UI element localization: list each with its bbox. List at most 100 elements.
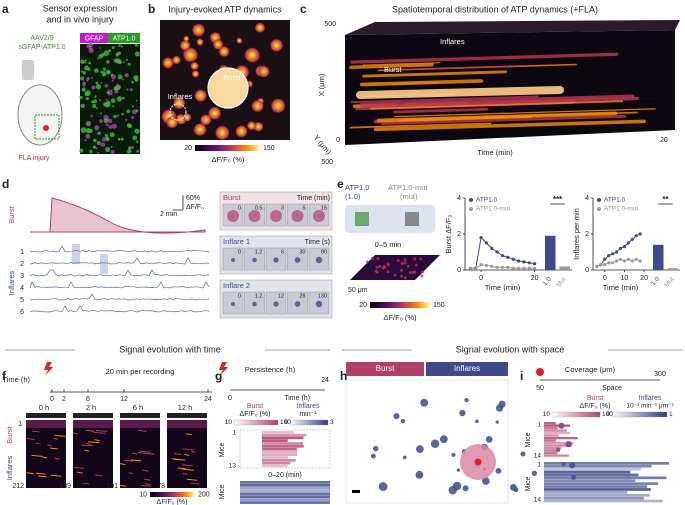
heatmap-streak xyxy=(123,459,134,462)
injury-center xyxy=(536,368,544,376)
cell xyxy=(135,109,139,113)
cell xyxy=(120,137,124,141)
label: Persistence (h) xyxy=(245,365,296,374)
cell xyxy=(130,145,135,149)
label: Inflares xyxy=(168,92,193,101)
cell xyxy=(94,125,100,131)
surface-spot xyxy=(375,265,379,269)
series-point xyxy=(626,257,630,261)
cell xyxy=(84,61,87,64)
heatmap-streak xyxy=(183,468,194,471)
label: Burst xyxy=(5,425,14,443)
frame-signal xyxy=(227,210,239,222)
cell xyxy=(118,44,122,47)
heatmap-row xyxy=(262,439,288,442)
cell xyxy=(80,59,85,64)
surface-spot xyxy=(408,270,412,274)
series-point xyxy=(490,246,494,250)
legend-label: ATP1.0-mut xyxy=(476,206,510,213)
cell xyxy=(94,96,97,99)
label: 10 xyxy=(139,491,147,498)
heatmap-streak xyxy=(35,442,41,445)
heatmap-streak xyxy=(184,453,190,456)
frame-signal xyxy=(315,300,323,308)
heatmap-row xyxy=(544,434,559,437)
label: Mice xyxy=(219,443,226,458)
heatmap-streak xyxy=(128,472,133,475)
label: 0–5 min xyxy=(375,240,402,249)
colorbar xyxy=(233,419,279,426)
trace-streak xyxy=(393,107,489,114)
label: X (μm) xyxy=(317,73,326,96)
label: FLA injury xyxy=(18,155,50,162)
label: 24 xyxy=(204,396,212,403)
surface-spot xyxy=(400,268,404,272)
label: (1.0) xyxy=(345,192,361,201)
cell xyxy=(117,138,121,141)
cell xyxy=(80,103,85,109)
cell xyxy=(125,58,128,61)
label: Inflare 2 xyxy=(223,281,250,290)
hotspot xyxy=(251,99,265,113)
heatmap xyxy=(240,481,330,504)
trace-streak xyxy=(360,96,639,109)
panel-label: f xyxy=(2,369,7,383)
trace-streak xyxy=(359,94,635,107)
heatmap-streak xyxy=(50,474,62,477)
hotspot xyxy=(182,47,199,63)
heatmap-streak xyxy=(31,454,43,457)
cell xyxy=(126,88,129,91)
label: 78 xyxy=(157,483,165,490)
cell xyxy=(94,68,99,73)
label: 1 xyxy=(18,421,22,428)
frame-signal xyxy=(313,210,325,222)
sensor-icon xyxy=(355,212,369,226)
label: Y (μm) xyxy=(312,133,334,156)
cell xyxy=(96,141,101,146)
series-point xyxy=(479,236,483,240)
label: Mice xyxy=(219,485,226,500)
label: 5 xyxy=(302,205,305,211)
recording-bar xyxy=(167,413,207,418)
heatmap-row xyxy=(544,427,558,430)
label: 12 xyxy=(278,293,284,299)
heatmap-row xyxy=(544,482,659,485)
colorbar xyxy=(551,411,601,418)
cell xyxy=(80,70,83,73)
hotspot xyxy=(199,114,212,126)
label: Coverage (μm) xyxy=(565,365,616,374)
hotspot xyxy=(165,115,179,129)
colorbar xyxy=(289,419,329,426)
cell xyxy=(128,146,132,150)
heatmap-streak xyxy=(138,451,146,454)
label: 101 xyxy=(106,483,118,490)
label: Burst xyxy=(376,364,395,373)
series-point xyxy=(634,257,638,261)
label: 150 xyxy=(263,145,275,152)
heatmap-streak xyxy=(131,452,138,455)
label: 0 xyxy=(238,249,241,255)
label: 1.2 xyxy=(255,293,263,299)
series-point xyxy=(603,257,607,261)
heatmap-row xyxy=(262,442,304,445)
inflare-site xyxy=(400,419,406,424)
cell xyxy=(136,149,139,153)
cell xyxy=(104,83,109,88)
section-title: Signal evolution with time xyxy=(119,344,221,354)
frame-signal xyxy=(248,210,261,222)
series-point xyxy=(611,252,615,256)
axis-title: Burst ΔF/F₀ xyxy=(444,215,453,254)
label: 1 xyxy=(232,430,236,437)
heatmap-row xyxy=(544,442,574,445)
cell xyxy=(111,46,115,50)
cell xyxy=(86,121,91,126)
bar xyxy=(667,268,678,270)
cell xyxy=(134,128,140,134)
x-tick-label: 20 xyxy=(531,275,539,282)
colorbar xyxy=(150,492,195,497)
cell xyxy=(116,96,123,102)
series-point xyxy=(522,260,526,264)
scale-bar xyxy=(352,490,360,493)
heatmap-streak xyxy=(54,434,66,437)
